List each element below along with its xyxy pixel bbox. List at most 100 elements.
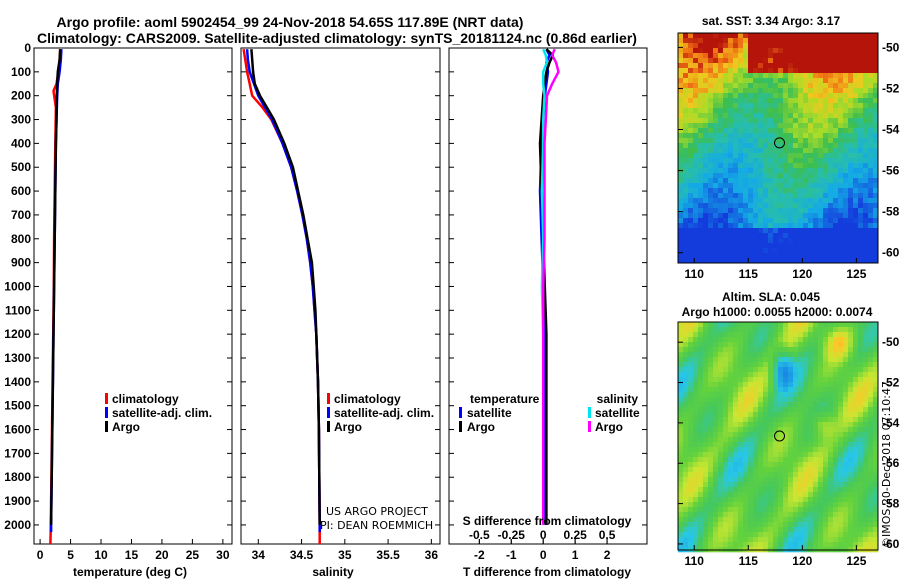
- map-pixel: [823, 203, 829, 209]
- map-pixel: [723, 228, 729, 234]
- map-pixel: [728, 327, 734, 333]
- legend3-sal-title: salinity: [597, 392, 639, 406]
- map-pixel: [763, 432, 769, 438]
- map-pixel: [683, 218, 689, 224]
- map-pixel: [728, 93, 734, 99]
- legend3-swatch-sal-satellite: [588, 407, 591, 418]
- map-pixel: [848, 527, 854, 533]
- map-pixel: [713, 98, 719, 104]
- map-pixel: [703, 163, 709, 169]
- map-pixel: [858, 223, 864, 229]
- map-pixel: [728, 73, 734, 79]
- map-pixel: [863, 233, 869, 239]
- map-pixel: [718, 258, 724, 264]
- map-pixel: [868, 472, 874, 478]
- map-pixel: [713, 332, 719, 338]
- map-pixel: [738, 33, 744, 39]
- map-pixel: [758, 208, 764, 214]
- map-pixel: [738, 372, 744, 378]
- map-pixel: [733, 108, 739, 114]
- map-pixel: [678, 138, 684, 144]
- map-pixel: [813, 387, 819, 393]
- map-pixel: [803, 432, 809, 438]
- map-pixel: [773, 452, 779, 458]
- map-pixel: [833, 332, 839, 338]
- map-pixel: [813, 253, 819, 259]
- map-pixel: [773, 382, 779, 388]
- map-pixel: [728, 183, 734, 189]
- map-pixel: [848, 138, 854, 144]
- map-pixel: [833, 402, 839, 408]
- map-pixel: [818, 158, 824, 164]
- map-pixel: [828, 372, 834, 378]
- map-pixel: [688, 527, 694, 533]
- map-pixel: [823, 193, 829, 199]
- map-pixel: [873, 357, 879, 363]
- map-pixel: [738, 457, 744, 463]
- difference-profiles: [538, 48, 560, 525]
- map-pixel: [758, 38, 764, 44]
- map-pixel: [773, 332, 779, 338]
- map-pixel: [798, 148, 804, 154]
- map-pixel: [793, 103, 799, 109]
- map-pixel: [808, 123, 814, 129]
- map-pixel: [818, 208, 824, 214]
- map-pixel: [818, 148, 824, 154]
- map-pixel: [723, 193, 729, 199]
- map-pixel: [683, 223, 689, 229]
- map-pixel: [843, 83, 849, 89]
- map-pixel: [788, 228, 794, 234]
- map-pixel: [863, 153, 869, 159]
- map-pixel: [773, 58, 779, 64]
- map-pixel: [788, 347, 794, 353]
- map-pixel: [768, 153, 774, 159]
- map-pixel: [853, 332, 859, 338]
- map-pixel: [683, 337, 689, 343]
- map-pixel: [743, 58, 749, 64]
- map-pixel: [703, 198, 709, 204]
- map-pixel: [863, 143, 869, 149]
- map-pixel: [738, 113, 744, 119]
- map-pixel: [678, 183, 684, 189]
- map-pixel: [798, 128, 804, 134]
- map-pixel: [848, 48, 854, 54]
- map-pixel: [783, 43, 789, 49]
- map-pixel: [683, 203, 689, 209]
- map-pixel: [783, 133, 789, 139]
- map-pixel: [708, 342, 714, 348]
- map-pixel: [823, 158, 829, 164]
- map-pixel: [863, 382, 869, 388]
- map-pixel: [733, 507, 739, 513]
- map-pixel: [868, 387, 874, 393]
- map-pixel: [733, 83, 739, 89]
- map-pixel: [843, 347, 849, 353]
- map-pixel: [798, 158, 804, 164]
- map-pixel: [693, 532, 699, 538]
- map-pixel: [783, 153, 789, 159]
- map-pixel: [733, 193, 739, 199]
- map-pixel: [753, 138, 759, 144]
- map-pixel: [748, 153, 754, 159]
- map-pixel: [703, 258, 709, 264]
- map-pixel: [723, 153, 729, 159]
- map-pixel: [728, 63, 734, 69]
- map-pixel: [778, 327, 784, 333]
- map-pixel: [753, 487, 759, 493]
- map-pixel: [818, 163, 824, 169]
- map-pixel: [783, 412, 789, 418]
- map-pixel: [778, 337, 784, 343]
- map-pixel: [708, 128, 714, 134]
- map-pixel: [723, 163, 729, 169]
- map-pixel: [778, 467, 784, 473]
- map-pixel: [838, 53, 844, 59]
- map-pixel: [693, 253, 699, 259]
- map-pixel: [693, 243, 699, 249]
- map-pixel: [868, 38, 874, 44]
- map-pixel: [683, 233, 689, 239]
- map-pixel: [843, 427, 849, 433]
- legend3-label-temp-argo: Argo: [467, 420, 495, 434]
- map-pixel: [788, 83, 794, 89]
- map-pixel: [678, 198, 684, 204]
- map-pixel: [713, 203, 719, 209]
- map-pixel: [693, 477, 699, 483]
